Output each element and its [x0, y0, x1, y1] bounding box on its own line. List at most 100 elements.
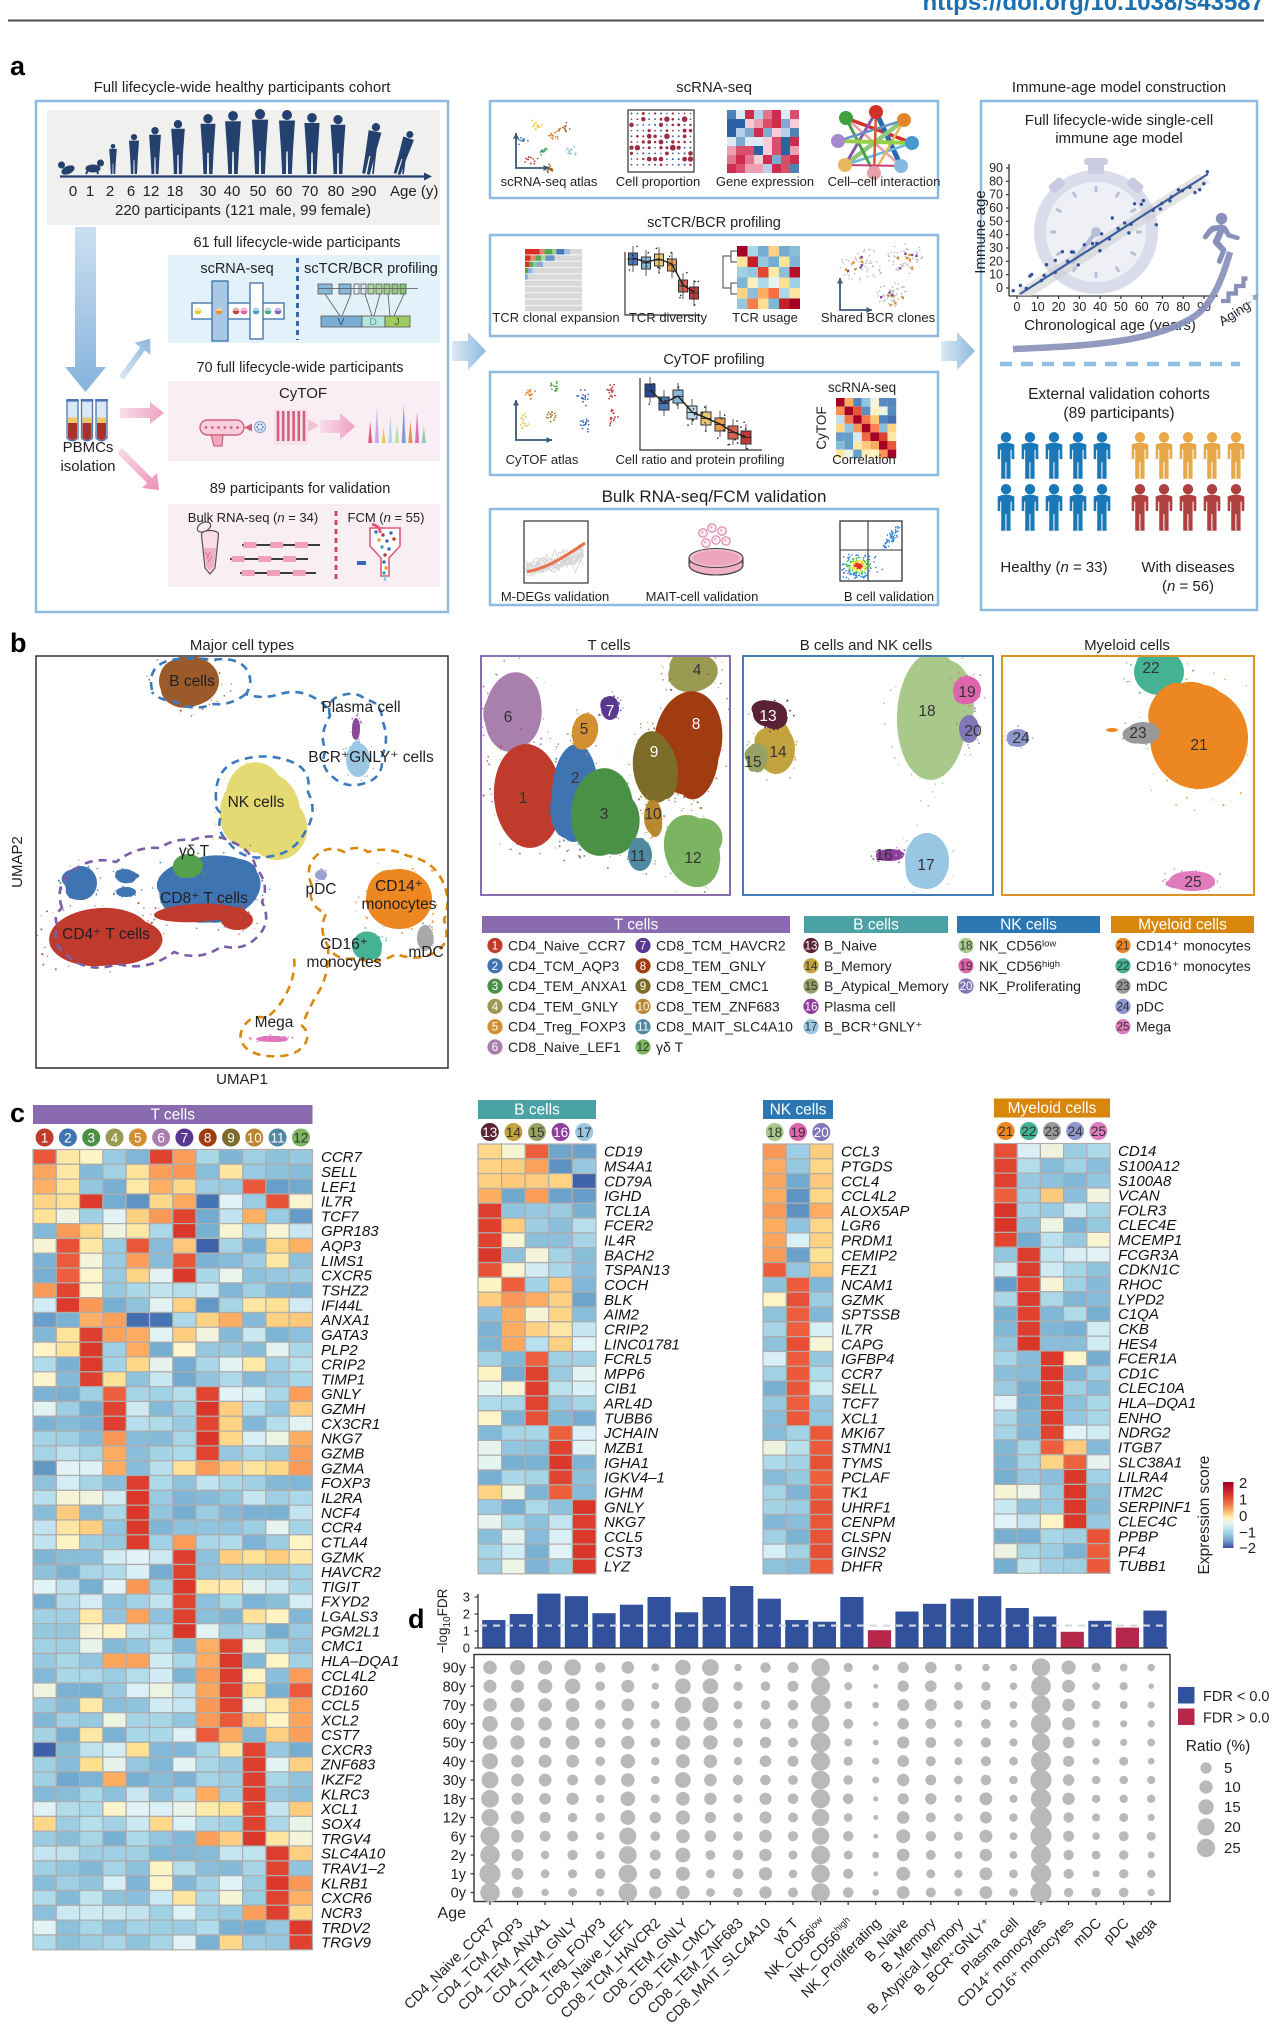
svg-text:GZMA: GZMA — [321, 1460, 364, 1477]
svg-text:B_Atypical_Memory: B_Atypical_Memory — [824, 978, 949, 994]
svg-text:90: 90 — [989, 161, 1003, 175]
svg-text:0y: 0y — [451, 1886, 467, 1902]
svg-text:21: 21 — [998, 1124, 1013, 1139]
svg-text:10: 10 — [247, 1131, 262, 1146]
svg-text:17: 17 — [805, 1022, 818, 1034]
svg-text:80y: 80y — [443, 1679, 467, 1695]
svg-text:23: 23 — [1044, 1124, 1059, 1139]
svg-text:11: 11 — [637, 1022, 649, 1034]
svg-text:CLSPN: CLSPN — [841, 1529, 891, 1546]
svg-text:40: 40 — [224, 183, 241, 200]
svg-text:CENPM: CENPM — [841, 1514, 896, 1531]
svg-text:0: 0 — [1239, 1508, 1247, 1525]
svg-text:MS4A1: MS4A1 — [604, 1158, 653, 1175]
svg-text:7: 7 — [181, 1131, 189, 1146]
svg-text:Plasma cell: Plasma cell — [321, 699, 400, 716]
svg-text:70 full lifecycle-wide partici: 70 full lifecycle-wide participants — [196, 360, 403, 376]
svg-text:KLRB1: KLRB1 — [321, 1875, 369, 1892]
svg-text:70: 70 — [302, 183, 319, 200]
svg-text:TIMP1: TIMP1 — [321, 1371, 365, 1388]
svg-text:CCR4: CCR4 — [321, 1520, 362, 1537]
svg-text:10: 10 — [644, 806, 662, 823]
svg-text:LGALS3: LGALS3 — [321, 1609, 378, 1626]
svg-text:PF4: PF4 — [1118, 1543, 1146, 1560]
svg-text:15: 15 — [744, 754, 761, 771]
svg-text:d: d — [408, 1604, 425, 1634]
svg-text:CTLA4: CTLA4 — [321, 1534, 368, 1551]
svg-text:11: 11 — [271, 1131, 285, 1146]
svg-text:30y: 30y — [443, 1773, 467, 1789]
svg-text:SPTSSB: SPTSSB — [841, 1307, 900, 1324]
svg-text:CD8⁺ T cells: CD8⁺ T cells — [160, 890, 248, 907]
svg-text:immune age model: immune age model — [1055, 130, 1183, 147]
svg-text:CD4_Treg_FOXP3: CD4_Treg_FOXP3 — [508, 1019, 626, 1035]
svg-text:0: 0 — [69, 183, 77, 200]
svg-text:40: 40 — [989, 228, 1003, 242]
svg-text:5: 5 — [134, 1131, 142, 1146]
svg-text:UMAP2: UMAP2 — [9, 836, 26, 888]
svg-text:CD8_TEM_GNLY: CD8_TEM_GNLY — [656, 958, 767, 974]
svg-text:Correlation: Correlation — [832, 452, 896, 467]
svg-text:15: 15 — [1224, 1799, 1241, 1816]
svg-text:HLA–DQA1: HLA–DQA1 — [321, 1653, 399, 1670]
svg-text:4: 4 — [111, 1131, 119, 1146]
svg-text:1: 1 — [519, 790, 528, 807]
svg-text:40: 40 — [1093, 300, 1107, 314]
svg-text:CD8_TEM_ZNF683: CD8_TEM_ZNF683 — [656, 998, 780, 1014]
svg-text:VCAN: VCAN — [1118, 1188, 1160, 1205]
svg-text:12: 12 — [637, 1042, 650, 1054]
svg-text:B cells: B cells — [514, 1102, 560, 1119]
svg-text:CX3CR1: CX3CR1 — [321, 1416, 380, 1433]
svg-text:Age: Age — [438, 1905, 467, 1922]
svg-text:mDC: mDC — [1070, 1916, 1105, 1951]
svg-text:CLEC4C: CLEC4C — [1118, 1514, 1177, 1531]
svg-text:6: 6 — [492, 1042, 498, 1054]
svg-text:CD14⁺: CD14⁺ — [375, 878, 423, 895]
svg-text:ITM2C: ITM2C — [1118, 1484, 1163, 1501]
svg-text:24: 24 — [1068, 1124, 1084, 1139]
svg-text:TRAV1–2: TRAV1–2 — [321, 1860, 386, 1877]
svg-text:2: 2 — [492, 961, 498, 973]
svg-text:20: 20 — [964, 723, 982, 740]
svg-text:NK_CD56low: NK_CD56low — [979, 938, 1056, 954]
svg-text:≥90: ≥90 — [352, 183, 377, 200]
svg-text:11: 11 — [630, 848, 646, 865]
svg-text:3: 3 — [492, 981, 498, 993]
svg-text:KLRC3: KLRC3 — [321, 1786, 370, 1803]
svg-text:90y: 90y — [443, 1661, 467, 1677]
svg-text:BLK: BLK — [604, 1292, 633, 1309]
svg-text:TCF7: TCF7 — [841, 1396, 879, 1413]
svg-text:CD4_TCM_AQP3: CD4_TCM_AQP3 — [508, 958, 619, 974]
svg-text:CCL4: CCL4 — [841, 1173, 879, 1190]
svg-text:FEZ1: FEZ1 — [841, 1262, 878, 1279]
svg-text:20: 20 — [960, 981, 973, 993]
svg-text:monocytes: monocytes — [362, 896, 437, 913]
svg-text:TRDV2: TRDV2 — [321, 1920, 371, 1937]
svg-text:19: 19 — [960, 961, 973, 973]
svg-text:Healthy (n = 33): Healthy (n = 33) — [1000, 559, 1107, 576]
svg-text:25: 25 — [1117, 1022, 1130, 1034]
svg-text:60: 60 — [1135, 300, 1149, 314]
svg-text:TUBB1: TUBB1 — [1118, 1558, 1166, 1575]
svg-text:CXCR6: CXCR6 — [321, 1890, 373, 1907]
svg-text:B_Naive: B_Naive — [824, 938, 877, 954]
svg-text:80: 80 — [989, 174, 1003, 188]
svg-text:GPR183: GPR183 — [321, 1223, 379, 1240]
svg-text:3: 3 — [463, 1590, 470, 1605]
svg-text:7: 7 — [640, 941, 646, 953]
svg-text:FCER1A: FCER1A — [1118, 1351, 1177, 1368]
svg-text:T cells: T cells — [150, 1107, 195, 1124]
svg-text:ZNF683: ZNF683 — [320, 1757, 376, 1774]
svg-text:IL2RA: IL2RA — [321, 1490, 363, 1507]
svg-text:IL4R: IL4R — [604, 1233, 636, 1250]
svg-text:BACH2: BACH2 — [604, 1247, 655, 1264]
svg-text:V: V — [337, 316, 344, 328]
svg-text:CD4_TEM_ANXA1: CD4_TEM_ANXA1 — [508, 978, 627, 994]
svg-text:LILRA4: LILRA4 — [1118, 1469, 1168, 1486]
svg-text:S100A8: S100A8 — [1118, 1173, 1172, 1190]
svg-text:NKG7: NKG7 — [604, 1514, 646, 1531]
svg-text:ITGB7: ITGB7 — [1118, 1440, 1162, 1457]
svg-text:SOX4: SOX4 — [321, 1816, 361, 1833]
svg-text:UHRF1: UHRF1 — [841, 1499, 891, 1516]
svg-text:ARL4D: ARL4D — [603, 1396, 653, 1413]
